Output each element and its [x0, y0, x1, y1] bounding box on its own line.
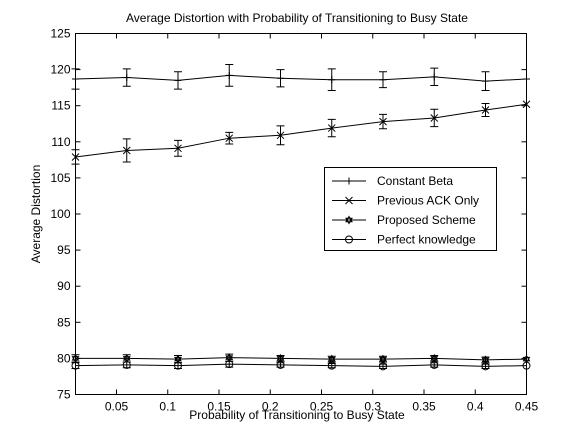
x-tick-label: 0.05 [105, 400, 129, 414]
y-tick-label: 100 [50, 207, 70, 221]
legend-item: Proposed Scheme [332, 213, 476, 227]
legend: Constant Beta Previous ACK Only Proposed S… [324, 167, 497, 251]
y-tick-label: 120 [50, 63, 70, 77]
y-tick-label: 125 [50, 27, 70, 41]
legend-label: Proposed Scheme [377, 213, 476, 227]
x-axis: 0.05 0.1 0.15 0.2 0.25 0.3 0.35 0.4 0.45 [105, 33, 539, 414]
legend-label: Constant Beta [377, 174, 453, 188]
legend-label: Perfect knowledge [377, 233, 476, 247]
legend-item: Constant Beta [332, 174, 453, 188]
data-point [430, 73, 438, 81]
data-point [327, 354, 336, 364]
chart-title: Average Distortion with Probability of T… [126, 11, 468, 25]
y-tick-label: 85 [57, 315, 71, 329]
series-line [75, 74, 527, 82]
data-point [71, 353, 80, 363]
data-point [122, 360, 131, 369]
x-tick-label: 0.4 [467, 400, 484, 414]
data-point [277, 74, 284, 82]
x-tick-label: 0.45 [515, 400, 539, 414]
data-point [379, 354, 387, 364]
legend-marker [345, 215, 353, 225]
data-point [122, 353, 131, 363]
data-point [71, 153, 80, 161]
data-point [174, 76, 182, 84]
data-point [481, 355, 490, 365]
data-point [276, 353, 285, 363]
legend-label: Previous ACK Only [377, 194, 479, 208]
data-point [379, 117, 387, 126]
data-point [379, 76, 387, 84]
x-axis-label: Probability of Transitioning to Busy Sta… [189, 408, 405, 422]
data-point [174, 354, 182, 364]
data-point [122, 146, 131, 155]
data-point [379, 362, 387, 371]
y-tick-label: 105 [50, 171, 70, 185]
x-tick-label: 0.25 [310, 400, 334, 414]
data-point [174, 361, 182, 370]
data-point [225, 353, 234, 363]
y-tick-label: 95 [57, 243, 71, 257]
data-point [225, 134, 234, 143]
y-tick-label: 110 [51, 135, 70, 149]
y-axis-label: Average Distortion [29, 165, 43, 264]
series-line [75, 357, 527, 361]
y-tick-label: 90 [57, 279, 71, 293]
data-point [276, 360, 285, 369]
legend-marker [345, 177, 353, 185]
data-point [327, 124, 336, 132]
x-tick-label: 0.15 [207, 400, 231, 414]
legend-marker [345, 235, 353, 244]
data-point [522, 354, 531, 364]
series-proposed-scheme [71, 353, 531, 365]
y-tick-label: 75 [57, 388, 71, 402]
y-tick-label: 80 [57, 351, 71, 365]
x-tick-label: 0.2 [262, 400, 279, 414]
legend-item: Perfect knowledge [332, 233, 476, 247]
y-tick-label: 115 [51, 99, 70, 113]
data-point [225, 71, 233, 79]
series-line [75, 363, 527, 367]
data-point [522, 361, 531, 370]
data-point [276, 131, 285, 140]
data-point [482, 77, 489, 85]
x-tick-label: 0.3 [364, 400, 381, 414]
data-point [430, 114, 439, 122]
data-point [327, 361, 336, 370]
series-previous-ack-only [71, 100, 531, 165]
series-perfect-knowledge [71, 360, 531, 371]
y-axis: 75 80 85 90 95 100 105 110 115 120 125 [50, 27, 527, 402]
data-point [225, 360, 234, 369]
data-point [71, 361, 80, 370]
data-point [174, 144, 182, 153]
series-constant-beta [71, 64, 530, 92]
series-layer [71, 64, 531, 371]
x-tick-label: 0.1 [159, 400, 176, 414]
legend-item: Previous ACK Only [332, 194, 479, 208]
data-point [72, 75, 79, 83]
legend-marker [345, 196, 353, 205]
data-point [481, 362, 490, 371]
data-point [481, 106, 490, 114]
data-point [430, 360, 439, 369]
x-tick-label: 0.35 [412, 400, 436, 414]
data-point [430, 353, 439, 363]
series-line [75, 103, 527, 158]
data-point [522, 100, 531, 109]
data-point [123, 74, 131, 82]
data-point [328, 76, 336, 84]
data-point [523, 75, 530, 83]
